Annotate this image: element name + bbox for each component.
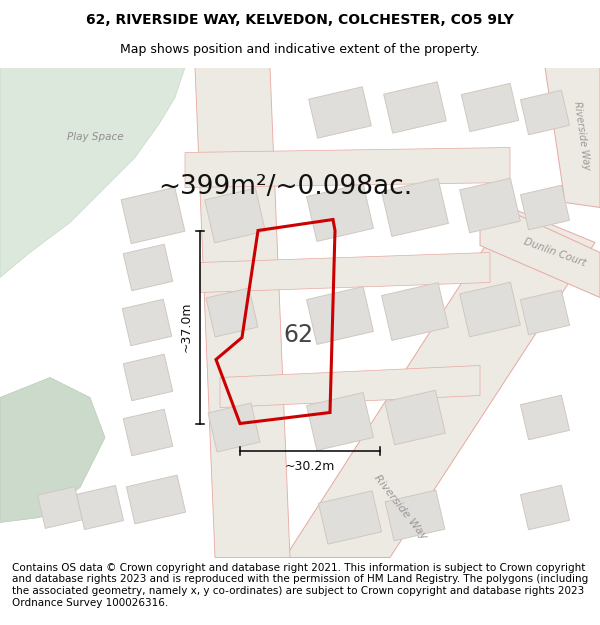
Polygon shape [206,288,258,337]
Polygon shape [319,491,382,544]
Polygon shape [480,198,600,298]
Polygon shape [384,82,446,133]
Text: Contains OS data © Crown copyright and database right 2021. This information is : Contains OS data © Crown copyright and d… [12,563,588,608]
Polygon shape [520,485,569,530]
Text: Dunlin Court: Dunlin Court [523,237,587,268]
Text: Riverside Way: Riverside Way [371,473,428,542]
Polygon shape [307,287,373,344]
Polygon shape [200,253,490,292]
Polygon shape [385,390,445,445]
Polygon shape [545,68,600,208]
Polygon shape [520,185,569,230]
Text: Riverside Way: Riverside Way [572,101,592,171]
Polygon shape [76,486,124,529]
Polygon shape [123,354,173,401]
Polygon shape [285,208,595,558]
Polygon shape [205,188,265,242]
Polygon shape [382,179,448,236]
Polygon shape [208,403,260,452]
Text: Map shows position and indicative extent of the property.: Map shows position and indicative extent… [120,44,480,56]
Polygon shape [185,148,510,188]
Polygon shape [195,68,290,558]
Polygon shape [121,188,185,244]
Text: ~30.2m: ~30.2m [285,460,335,473]
Polygon shape [461,83,518,132]
Text: ~399m²/~0.098ac.: ~399m²/~0.098ac. [158,174,412,201]
Polygon shape [309,87,371,138]
Polygon shape [307,392,373,451]
Polygon shape [460,282,520,337]
Polygon shape [123,409,173,456]
Polygon shape [220,366,480,408]
Polygon shape [385,490,445,541]
Polygon shape [382,282,448,341]
Polygon shape [520,290,569,335]
Polygon shape [307,184,373,241]
Text: 62, RIVERSIDE WAY, KELVEDON, COLCHESTER, CO5 9LY: 62, RIVERSIDE WAY, KELVEDON, COLCHESTER,… [86,13,514,28]
Polygon shape [460,178,520,232]
Text: Play Space: Play Space [67,132,124,142]
Polygon shape [38,487,82,528]
Text: ~37.0m: ~37.0m [179,302,193,352]
Polygon shape [122,299,172,346]
Polygon shape [123,244,173,291]
Polygon shape [127,475,185,524]
Polygon shape [520,90,569,135]
Text: 62: 62 [283,324,313,348]
Polygon shape [0,378,105,522]
Polygon shape [520,395,569,440]
Polygon shape [0,68,185,278]
